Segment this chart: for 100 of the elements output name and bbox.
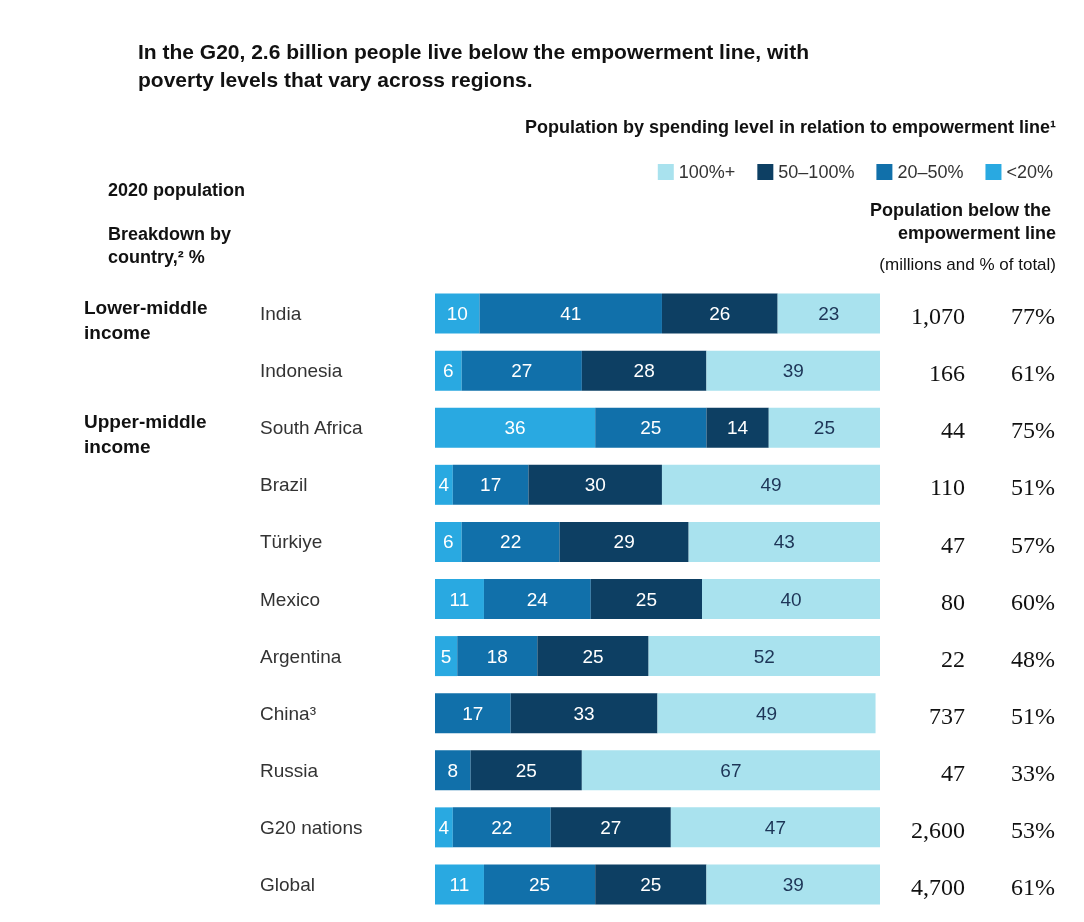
text: 110: [929, 474, 965, 501]
data-label: 17: [480, 474, 502, 496]
bar: [452, 807, 551, 848]
data-label: 25: [640, 417, 662, 439]
text: 4,700: [911, 874, 965, 901]
data-label: 18: [486, 645, 508, 667]
bar: [581, 750, 880, 791]
text: 2020 population: [108, 179, 246, 200]
bar: [595, 864, 707, 905]
bar: [435, 579, 484, 619]
text: Population below the empowerment line: [870, 199, 1056, 244]
data-label: 23: [818, 303, 840, 325]
data-label: 39: [782, 360, 804, 382]
data-label: 6: [443, 531, 454, 553]
text: 80: [941, 588, 965, 615]
data-label: 25: [582, 645, 604, 667]
bar: [435, 693, 511, 734]
data-label: 52: [753, 645, 775, 667]
data-label: 6: [443, 360, 454, 382]
data-label: 36: [504, 417, 526, 439]
data-label: 29: [613, 531, 635, 553]
data-label: 25: [813, 417, 835, 439]
bar: [706, 407, 769, 448]
bar: [706, 350, 880, 391]
data-label: 10: [446, 303, 468, 325]
legend-title: Population by spending level in relation to empowerment line¹: [524, 117, 1056, 137]
bar: [661, 464, 880, 505]
bar: [435, 807, 453, 848]
bar: [483, 864, 596, 905]
data-label: 33: [573, 702, 595, 724]
data-label: 11: [449, 873, 470, 895]
text: 57%: [1011, 531, 1055, 558]
data-label: 30: [584, 474, 606, 496]
y-tick-label: Türkiye: [260, 531, 323, 553]
text: 51%: [1011, 702, 1055, 729]
y-tick-label: Indonesia: [260, 360, 343, 382]
bar: [559, 521, 689, 562]
data-label: 25: [515, 759, 537, 781]
text: (millions and % of total): [879, 254, 1056, 274]
bar: [528, 464, 662, 505]
y-tick-label: Global: [260, 873, 315, 895]
data-label: 22: [500, 531, 522, 553]
bar: [648, 636, 880, 677]
data-label: 5: [440, 645, 452, 667]
chart-title: In the G20, 2.6 billion people live below the empowerment line, with poverty levels that vary across regions.: [138, 39, 815, 91]
text: 61%: [1011, 360, 1055, 387]
bar: [452, 464, 529, 505]
bar: [435, 464, 453, 505]
bar: [768, 407, 880, 448]
text: Upper-middle income: [84, 411, 212, 457]
bar: [435, 636, 458, 677]
bar: [688, 521, 880, 562]
y-tick-label: Russia: [260, 759, 319, 781]
text: 47: [941, 759, 965, 786]
y-tick-label: India: [260, 303, 302, 325]
data-label: 40: [780, 588, 802, 610]
y-tick-label: Argentina: [260, 645, 342, 667]
data-label: 8: [447, 759, 459, 781]
text: 737: [929, 702, 965, 729]
text: 1,070: [911, 303, 965, 330]
data-label: 14: [727, 417, 749, 439]
data-label: 41: [560, 303, 582, 325]
data-label: 4: [438, 474, 450, 496]
data-label: 25: [529, 873, 551, 895]
bar: [657, 693, 876, 734]
bar: [435, 293, 480, 334]
text: 22: [941, 645, 965, 672]
text: 44: [941, 417, 965, 444]
bar: [435, 350, 462, 391]
y-tick-label: Brazil: [260, 474, 308, 496]
bar: [670, 807, 880, 848]
text: 2,600: [911, 816, 965, 843]
legend-label: 20–50%: [897, 162, 964, 182]
text: 53%: [1011, 816, 1055, 843]
data-label: 25: [635, 588, 657, 610]
bar: [590, 579, 702, 619]
bar: [581, 350, 707, 391]
text: 33%: [1011, 759, 1055, 786]
data-label: 28: [633, 360, 655, 382]
data-label: 26: [709, 303, 731, 325]
y-tick-label: South Africa: [260, 417, 363, 439]
data-label: 39: [782, 873, 804, 895]
bar: [537, 636, 649, 677]
bar: [461, 521, 560, 562]
bar: [777, 293, 880, 334]
text: 51%: [1011, 474, 1055, 501]
data-label: 67: [720, 759, 742, 781]
data-label: 11: [449, 588, 470, 610]
legend-label: <20%: [1006, 162, 1054, 182]
text: 61%: [1011, 874, 1055, 901]
bar: [479, 293, 662, 334]
data-label: 47: [764, 816, 786, 838]
text: 77%: [1011, 303, 1055, 330]
text: 60%: [1011, 588, 1055, 615]
text: Lower-middle income: [84, 296, 213, 343]
bar: [435, 521, 462, 562]
text: Breakdown by country,² %: [108, 223, 237, 268]
y-tick-label: China³: [260, 702, 316, 724]
bar: [550, 807, 671, 848]
legend-label: 50–100%: [778, 162, 855, 182]
